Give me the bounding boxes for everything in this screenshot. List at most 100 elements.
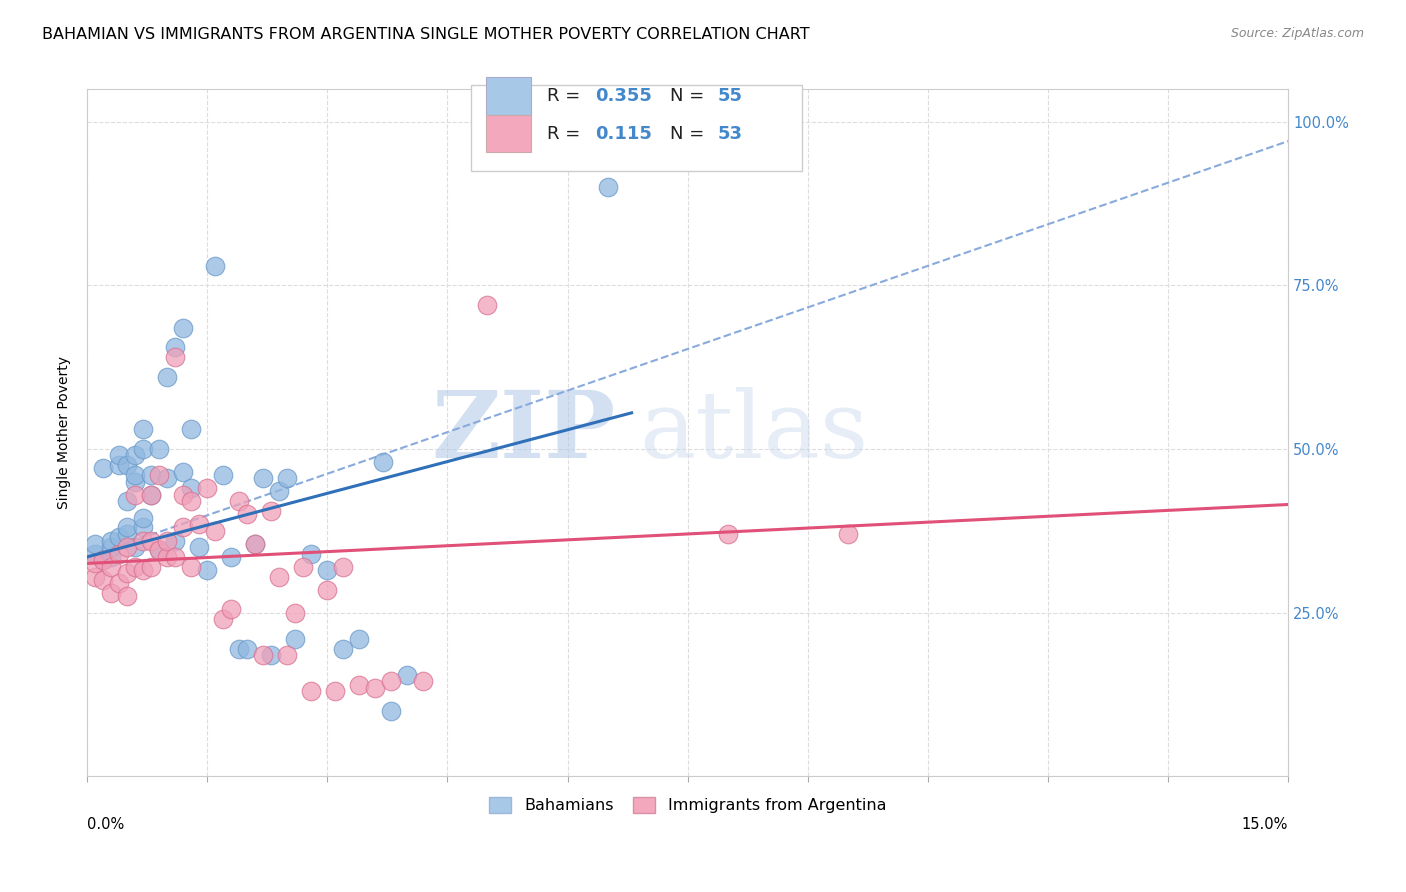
Point: [91, 553, 114, 567]
Point: [245, 537, 267, 551]
Point: [115, 458, 138, 473]
Point: [108, 530, 131, 544]
Point: [84, 547, 107, 561]
Point: [84, 569, 107, 583]
Point: [284, 632, 307, 646]
Point: [132, 563, 155, 577]
Point: [292, 559, 315, 574]
Point: [364, 681, 387, 695]
Point: [165, 350, 187, 364]
Point: [115, 494, 138, 508]
Point: [236, 508, 259, 522]
Text: 0.0%: 0.0%: [87, 817, 124, 832]
Point: [84, 537, 107, 551]
Point: [91, 573, 114, 587]
Point: [477, 298, 499, 312]
Text: ZIP: ZIP: [432, 387, 616, 477]
Point: [165, 549, 187, 564]
Point: [148, 468, 170, 483]
Point: [141, 468, 163, 483]
Point: [115, 589, 138, 603]
Point: [180, 559, 202, 574]
Point: [156, 533, 179, 548]
Point: [132, 422, 155, 436]
Point: [260, 504, 283, 518]
Point: [837, 527, 859, 541]
Point: [108, 449, 131, 463]
Point: [115, 566, 138, 581]
Point: [132, 442, 155, 456]
Point: [172, 465, 194, 479]
Point: [316, 582, 339, 597]
Point: [132, 533, 155, 548]
Text: R =: R =: [547, 87, 581, 105]
Point: [380, 674, 402, 689]
Point: [156, 369, 179, 384]
Point: [276, 648, 298, 662]
Point: [148, 442, 170, 456]
Point: [100, 549, 122, 564]
Point: [132, 510, 155, 524]
Point: [195, 563, 218, 577]
Point: [180, 422, 202, 436]
Text: Source: ZipAtlas.com: Source: ZipAtlas.com: [1230, 27, 1364, 40]
Text: atlas: atlas: [640, 387, 869, 477]
Text: 53: 53: [717, 125, 742, 143]
Point: [325, 684, 347, 698]
Point: [124, 488, 146, 502]
Point: [396, 667, 419, 681]
Point: [332, 559, 354, 574]
Point: [141, 533, 163, 548]
Text: 0.115: 0.115: [595, 125, 652, 143]
FancyBboxPatch shape: [486, 115, 531, 153]
Point: [596, 180, 619, 194]
Point: [204, 524, 226, 538]
Point: [219, 549, 242, 564]
Point: [100, 540, 122, 554]
Point: [349, 677, 371, 691]
Point: [299, 547, 322, 561]
Point: [124, 559, 146, 574]
Point: [204, 259, 226, 273]
Point: [373, 455, 395, 469]
Point: [124, 449, 146, 463]
Point: [172, 320, 194, 334]
Point: [108, 458, 131, 473]
Point: [276, 471, 298, 485]
Point: [148, 543, 170, 558]
Text: BAHAMIAN VS IMMIGRANTS FROM ARGENTINA SINGLE MOTHER POVERTY CORRELATION CHART: BAHAMIAN VS IMMIGRANTS FROM ARGENTINA SI…: [42, 27, 810, 42]
Point: [180, 494, 202, 508]
Point: [219, 602, 242, 616]
Point: [260, 648, 283, 662]
Point: [299, 684, 322, 698]
Point: [236, 641, 259, 656]
Point: [380, 704, 402, 718]
Point: [165, 533, 187, 548]
Point: [100, 559, 122, 574]
Point: [156, 549, 179, 564]
Y-axis label: Single Mother Poverty: Single Mother Poverty: [58, 356, 72, 509]
Point: [269, 484, 291, 499]
Point: [316, 563, 339, 577]
Point: [141, 488, 163, 502]
Point: [100, 533, 122, 548]
Point: [188, 540, 211, 554]
Point: [212, 468, 235, 483]
Text: N =: N =: [669, 125, 704, 143]
Point: [212, 612, 235, 626]
Text: 55: 55: [717, 87, 742, 105]
Point: [84, 557, 107, 571]
Point: [91, 553, 114, 567]
Text: 15.0%: 15.0%: [1241, 817, 1288, 832]
Point: [269, 569, 291, 583]
Point: [180, 481, 202, 495]
Point: [100, 586, 122, 600]
Point: [165, 340, 187, 354]
Point: [252, 471, 274, 485]
Point: [252, 648, 274, 662]
Point: [148, 543, 170, 558]
Point: [195, 481, 218, 495]
Point: [124, 468, 146, 483]
Point: [108, 547, 131, 561]
Point: [284, 606, 307, 620]
